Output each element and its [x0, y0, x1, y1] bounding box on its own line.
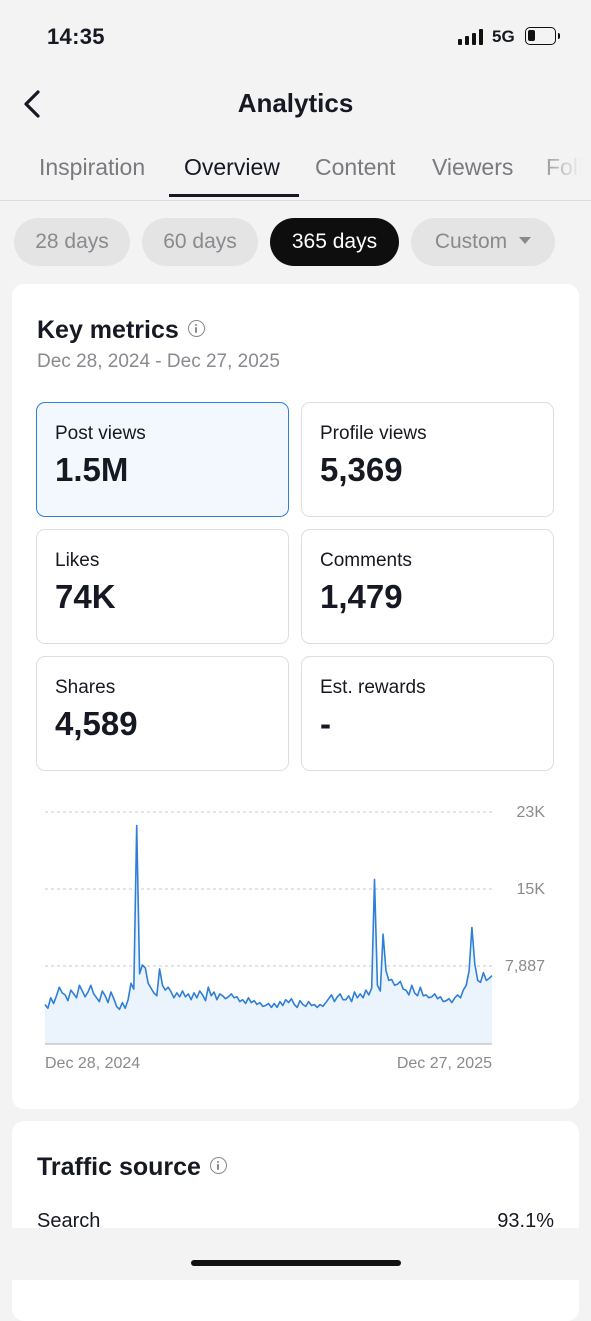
metric-label: Shares — [55, 677, 116, 698]
x-end-label: Dec 27, 2025 — [397, 1055, 492, 1072]
filter-60-days[interactable]: 60 days — [142, 218, 258, 266]
series-line — [44, 824, 493, 1011]
metric-value: 5,369 — [320, 451, 403, 488]
metric-value: 1,479 — [320, 578, 403, 615]
metric-est-rewards[interactable]: Est. rewards - — [301, 656, 554, 771]
filter-label: 365 days — [291, 230, 378, 253]
info-icon[interactable] — [187, 319, 205, 337]
filter-label: 60 days — [163, 230, 237, 253]
status-time: 14:35 — [47, 24, 105, 49]
tab-inspiration[interactable]: Inspiration — [39, 154, 146, 180]
tab-bar: Inspiration Overview Content Viewers Fol… — [0, 142, 591, 201]
filter-365-days[interactable]: 365 days — [270, 218, 399, 266]
y-tick-label: 23K — [517, 804, 546, 821]
metric-value: 1.5M — [55, 451, 129, 488]
metric-label: Comments — [320, 550, 412, 571]
metric-value: 4,589 — [55, 705, 138, 742]
filter-custom[interactable]: Custom — [411, 218, 555, 266]
metric-value: 74K — [55, 578, 116, 615]
metric-comments[interactable]: Comments 1,479 — [301, 529, 554, 644]
series-area — [45, 825, 492, 1044]
status-bar: 14:35 5G — [0, 0, 591, 70]
cellular-signal-icon — [458, 29, 486, 45]
x-start-label: Dec 28, 2024 — [45, 1055, 140, 1072]
home-indicator — [191, 1260, 401, 1266]
traffic-source-card: Traffic source Search 93.1% — [12, 1121, 579, 1321]
traffic-source-label: Search — [37, 1210, 101, 1232]
network-type: 5G — [492, 27, 515, 46]
metric-label: Likes — [55, 550, 100, 571]
battery-icon — [525, 27, 560, 45]
filter-label: 28 days — [35, 230, 109, 253]
metric-label: Profile views — [320, 423, 427, 444]
y-tick-label: 15K — [517, 881, 546, 898]
active-tab-indicator — [169, 194, 299, 197]
tab-content[interactable]: Content — [315, 154, 396, 180]
key-metrics-title: Key metrics — [37, 316, 205, 345]
date-range: Dec 28, 2024 - Dec 27, 2025 — [37, 351, 280, 372]
metric-value: - — [320, 705, 331, 742]
tab-followers[interactable]: Followers — [546, 154, 591, 180]
info-icon[interactable] — [209, 1156, 227, 1174]
traffic-source-title: Traffic source — [37, 1153, 227, 1182]
back-button[interactable] — [16, 86, 50, 122]
metric-label: Est. rewards — [320, 677, 426, 698]
tab-viewers[interactable]: Viewers — [432, 154, 514, 180]
key-metrics-heading: Key metrics — [37, 316, 179, 344]
traffic-source-value: 93.1% — [497, 1210, 554, 1232]
traffic-source-heading: Traffic source — [37, 1153, 201, 1181]
metric-shares[interactable]: Shares 4,589 — [36, 656, 289, 771]
metric-post-views[interactable]: Post views 1.5M — [36, 402, 289, 517]
filter-label: Custom — [434, 230, 508, 253]
key-metrics-card: Key metrics Dec 28, 2024 - Dec 27, 2025 … — [12, 284, 579, 1109]
page-title: Analytics — [237, 88, 354, 118]
y-tick-label: 7,887 — [505, 958, 545, 975]
chevron-left-icon — [24, 90, 40, 118]
dropdown-caret-icon — [519, 236, 532, 244]
bottom-safe-area — [0, 1228, 591, 1280]
metric-profile-views[interactable]: Profile views 5,369 — [301, 402, 554, 517]
tab-overview[interactable]: Overview — [184, 154, 280, 180]
post-views-chart[interactable]: 23K 15K 7,887 Dec 28, 2024 Dec 27, 2025 — [12, 784, 579, 1084]
nav-header: Analytics — [0, 72, 591, 138]
filter-28-days[interactable]: 28 days — [14, 218, 130, 266]
metric-likes[interactable]: Likes 74K — [36, 529, 289, 644]
metric-label: Post views — [55, 423, 146, 444]
